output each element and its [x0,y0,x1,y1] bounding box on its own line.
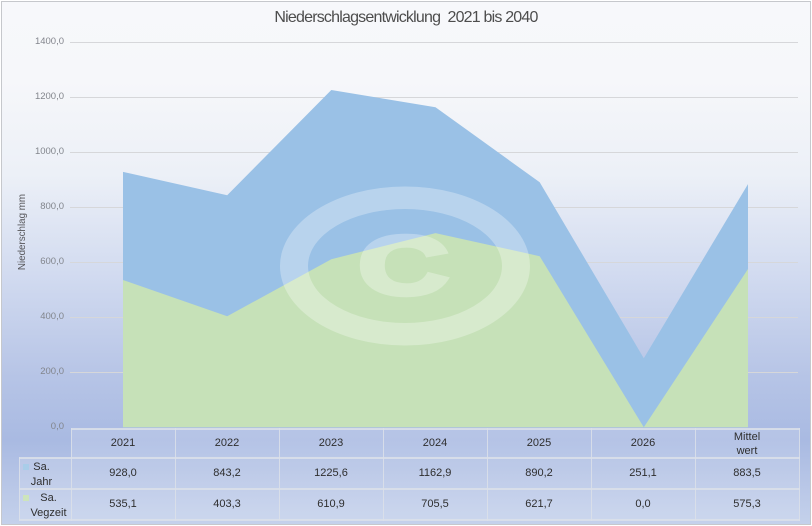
svg-text:C: C [358,218,449,312]
